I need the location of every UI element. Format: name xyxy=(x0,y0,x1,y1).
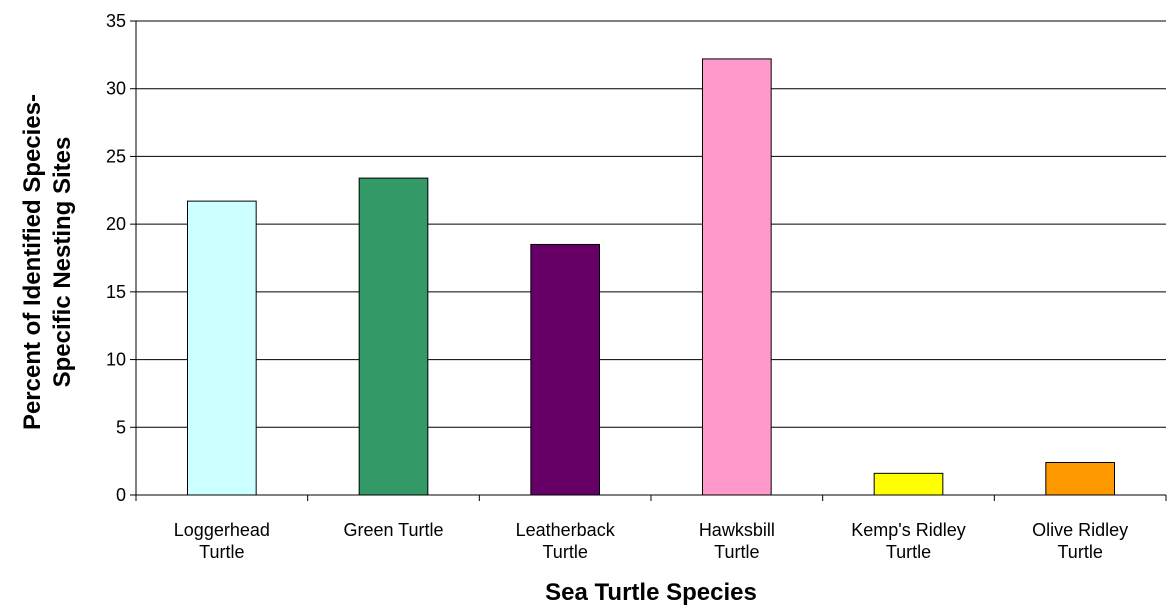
bar xyxy=(702,58,772,496)
y-axis-title: Percent of Identified Species- Specific N… xyxy=(19,94,76,430)
y-tick-label: 10 xyxy=(106,350,126,370)
y-tick-label: 0 xyxy=(116,485,126,505)
bar xyxy=(358,177,429,496)
bars xyxy=(187,58,1116,496)
x-axis-ticks: Loggerhead Turtle Green Turtle Leatherback T… xyxy=(135,495,1167,562)
bar xyxy=(1045,461,1116,496)
y-tick-label: 5 xyxy=(116,417,126,437)
x-tick-label: Hawksbill Turtle xyxy=(699,520,775,562)
x-tick-label: Loggerhead Turtle xyxy=(174,520,270,562)
y-tick-label: 25 xyxy=(106,146,126,166)
y-tick-label: 30 xyxy=(106,79,126,99)
x-tick-label: Green Turtle xyxy=(343,520,443,540)
axes xyxy=(135,21,1166,496)
gridlines xyxy=(136,20,1166,428)
x-tick-label: Kemp's Ridley Turtle xyxy=(851,520,965,562)
x-tick-label: Leatherback Turtle xyxy=(516,520,616,562)
y-tick-label: 15 xyxy=(106,282,126,302)
x-axis-title: Sea Turtle Species xyxy=(545,579,757,606)
bar xyxy=(873,472,944,496)
bar xyxy=(530,243,600,496)
y-tick-label: 35 xyxy=(106,11,126,31)
x-tick-label: Olive Ridley Turtle xyxy=(1032,520,1128,562)
y-axis-ticks: 0 5 10 15 20 25 30 35 xyxy=(106,11,136,505)
bar xyxy=(187,200,257,496)
y-tick-label: 20 xyxy=(106,214,126,234)
